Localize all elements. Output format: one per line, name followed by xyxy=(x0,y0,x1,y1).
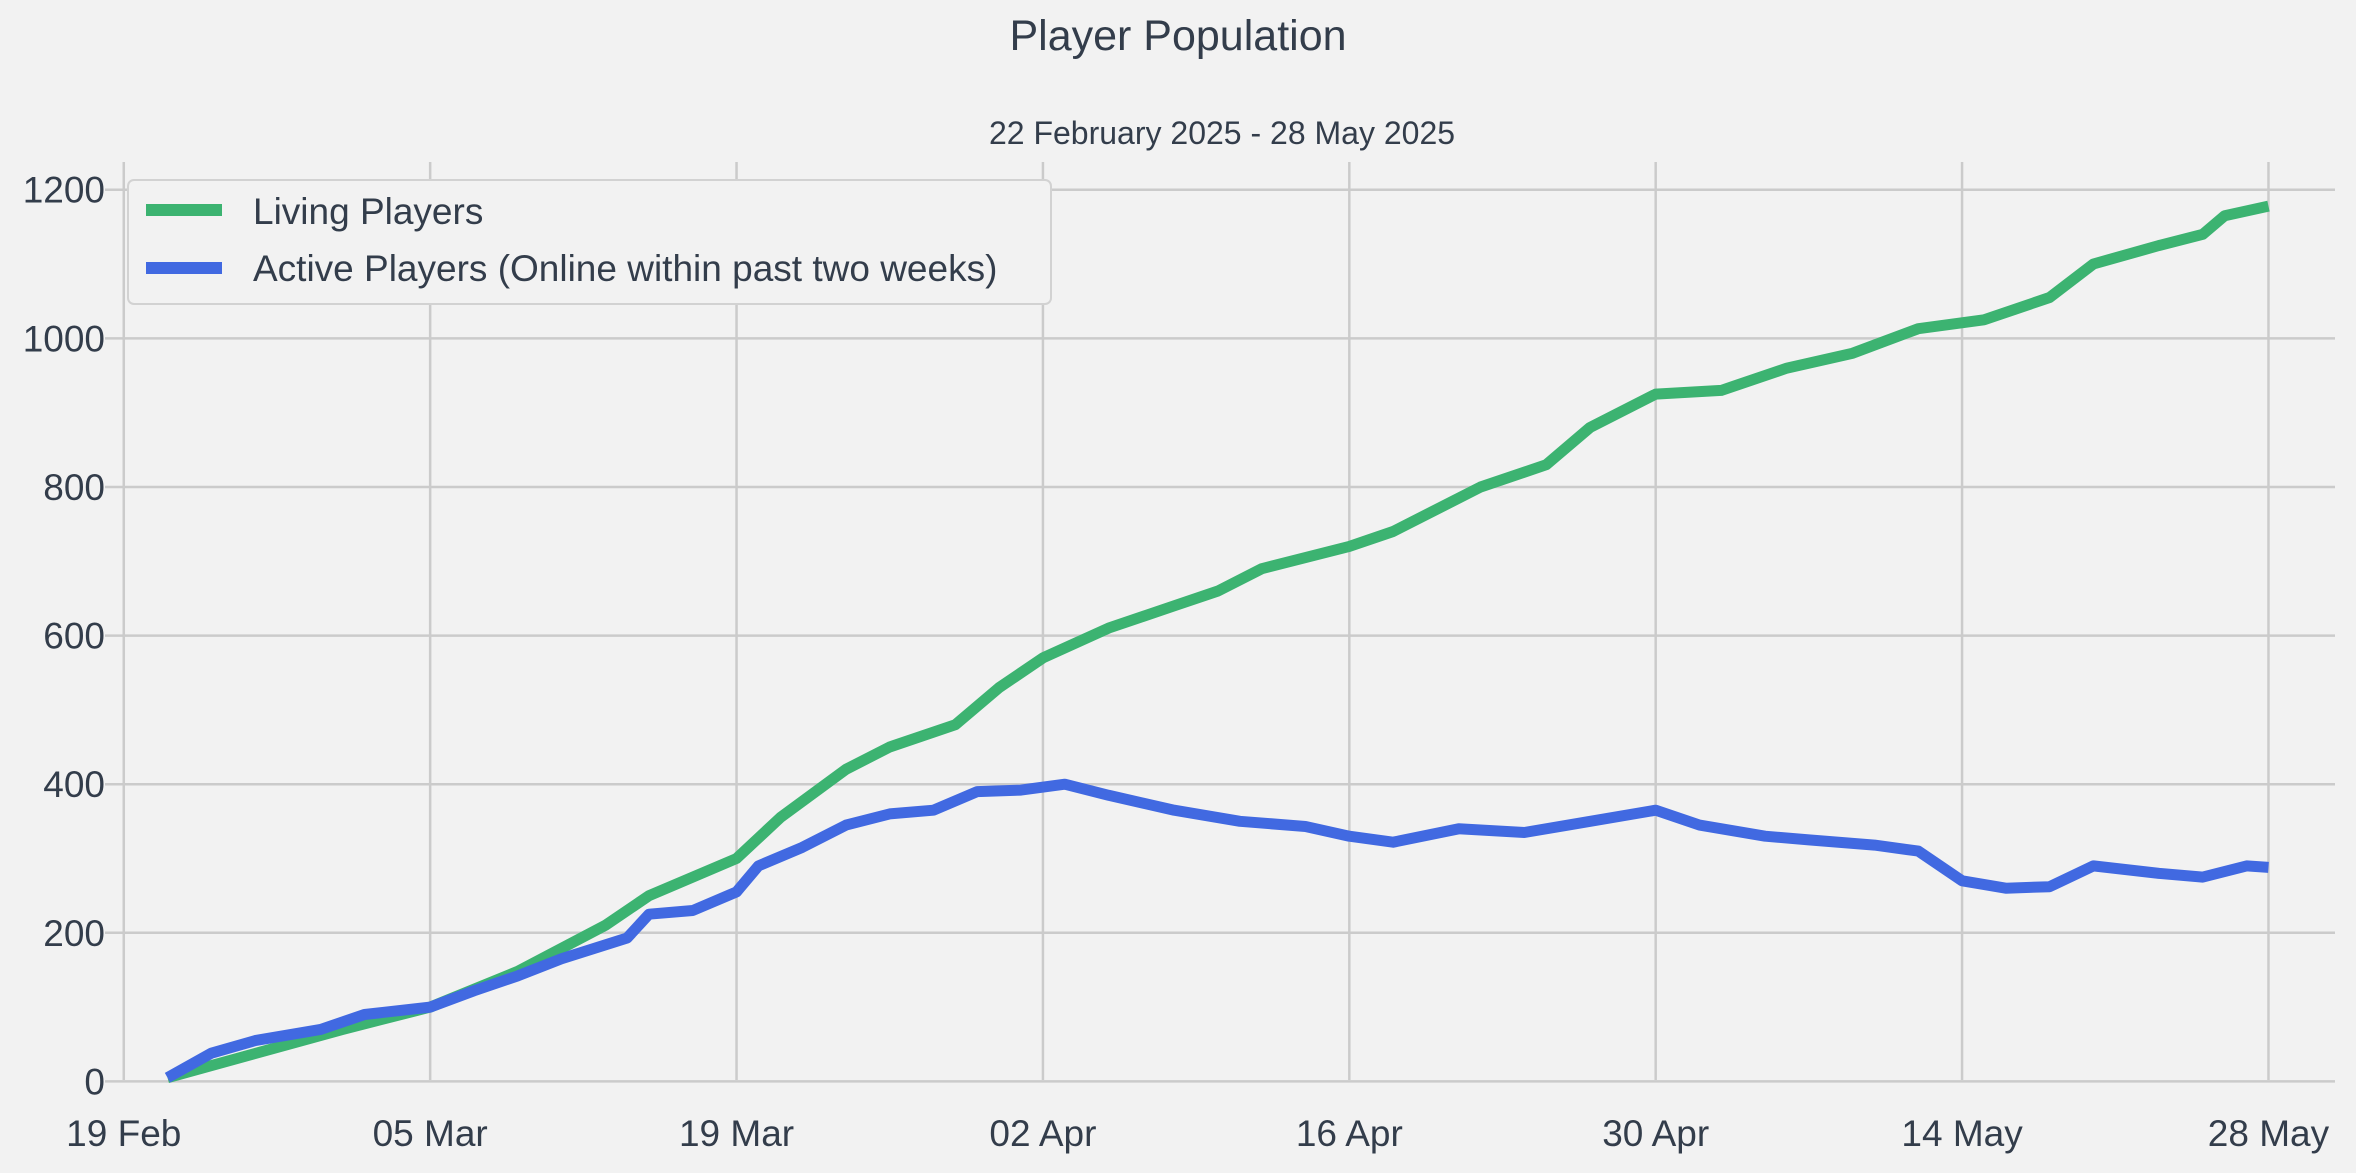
x-tick-label: 05 Mar xyxy=(373,1113,488,1154)
series-line-living-players xyxy=(166,200,2270,1084)
y-tick-label: 1200 xyxy=(23,170,105,211)
x-tick-label: 19 Mar xyxy=(679,1113,794,1154)
x-tick-label: 28 May xyxy=(2208,1113,2330,1154)
legend-label-active-players: Active Players (Online within past two w… xyxy=(253,248,997,289)
x-tick-label: 16 Apr xyxy=(1296,1113,1403,1154)
x-tick-label: 30 Apr xyxy=(1602,1113,1709,1154)
x-tick-label: 02 Apr xyxy=(989,1113,1096,1154)
y-tick-label: 800 xyxy=(43,467,105,508)
legend-label-living-players: Living Players xyxy=(253,191,483,232)
y-tick-label: 400 xyxy=(43,764,105,805)
axis-tick-labels: 0 200 400 600 800 1000 1200 19 Feb 05 Mar 19 Mar 0… xyxy=(23,170,2330,1154)
chart-subtitle: 22 February 2025 - 28 May 2025 xyxy=(989,115,1455,151)
series-line-active-players xyxy=(164,778,2269,1083)
x-tick-label: 14 May xyxy=(1901,1113,2023,1154)
y-tick-label: 1000 xyxy=(23,318,105,359)
y-tick-label: 200 xyxy=(43,913,105,954)
y-tick-label: 0 xyxy=(84,1061,105,1102)
x-tick-label: 19 Feb xyxy=(66,1113,181,1154)
legend-box xyxy=(127,179,1052,305)
chart-title: Player Population xyxy=(1009,12,1346,60)
y-tick-label: 600 xyxy=(43,616,105,657)
legend: Living Players Active Players (Online wi… xyxy=(127,179,1052,305)
grid-lines xyxy=(105,162,2335,1083)
series-lines xyxy=(164,200,2270,1084)
